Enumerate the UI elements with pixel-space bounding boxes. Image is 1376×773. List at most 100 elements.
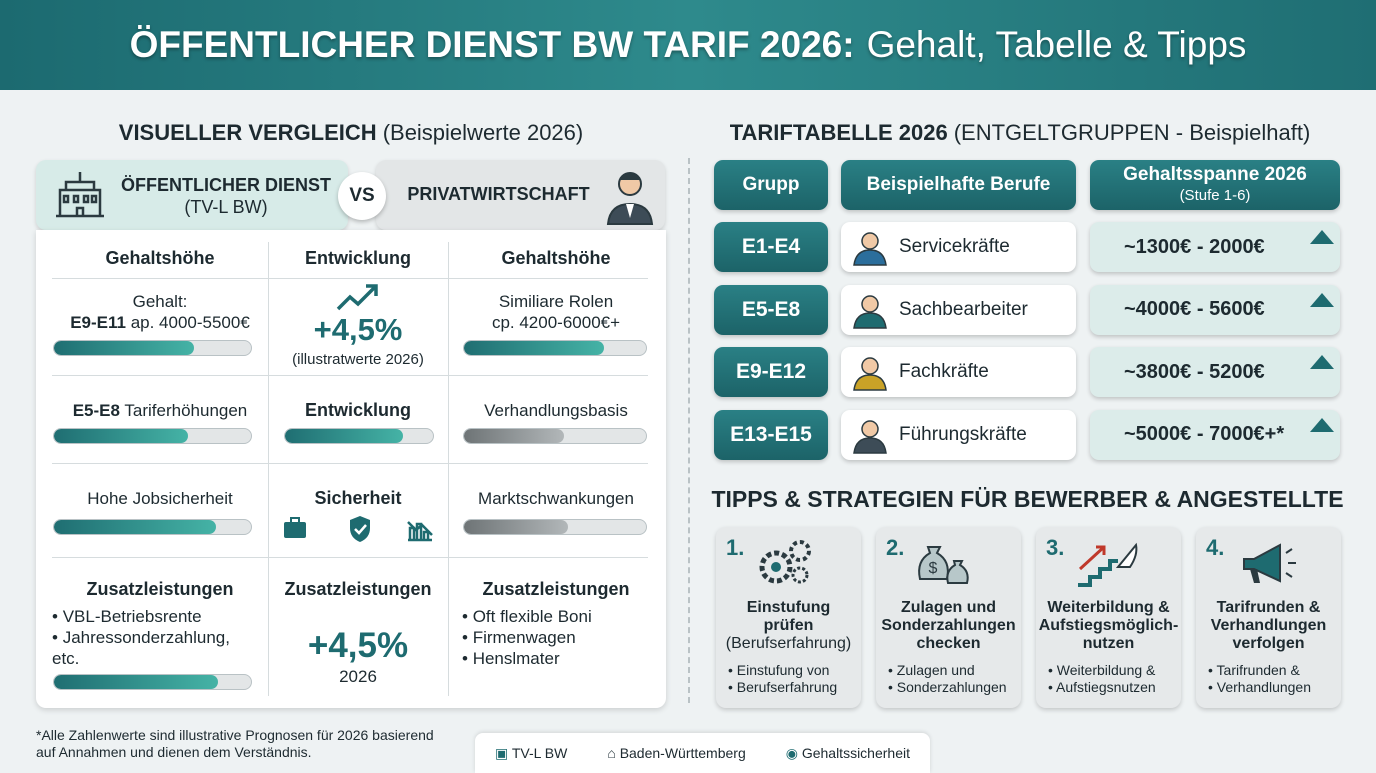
- tip-card: 1.Einstufungprüfen(Berufserfahrung)Einst…: [716, 527, 861, 708]
- cell: +4,5% (illustratwerte 2026): [268, 312, 448, 370]
- legend: ▣ TV-L BW ⌂ Baden-Württemberg ◉ Gehaltss…: [475, 733, 930, 773]
- footnote-line: *Alle Zahlenwerte sind illustrative Prog…: [36, 727, 434, 743]
- tip-title-line: Aufstiegsmöglich-: [1038, 617, 1179, 634]
- bullet: Jahressonderzahlung, etc.: [52, 627, 262, 669]
- header: ÖFFENTLICHER DIENST BW TARIF 2026: Gehalt…: [0, 0, 1376, 90]
- tip-title-line: prüfen: [763, 617, 814, 634]
- cell: Zusatzleistungen: [284, 579, 432, 599]
- tip-title: Einstufung prüfen (Berufserfahrung): [716, 599, 861, 653]
- tips-title: TIPPS & STRATEGIEN FÜR BEWERBER & ANGEST…: [711, 486, 1344, 512]
- cell: Zusatzleistungen: [86, 579, 234, 599]
- footnote-line: auf Annahmen und dienen dem Verständnis.: [36, 744, 312, 760]
- tip-title-line: Verhandlungen: [1210, 617, 1327, 634]
- subtitle: (Beispielwerte 2026): [382, 120, 584, 145]
- range-pill: ~3800€ - 5200€: [1090, 347, 1340, 397]
- tip-bullet: Sonderzahlungen: [888, 679, 1007, 696]
- tip-bullet: Weiterbildung &: [1048, 662, 1156, 679]
- divider: [688, 158, 690, 703]
- legend-text: Baden-Württemberg: [619, 745, 746, 761]
- arrow: [1310, 230, 1334, 244]
- progress-bar: [53, 674, 252, 690]
- group-pill: E5-E8: [714, 284, 828, 335]
- legend-text: Gehaltssicherheit: [801, 744, 910, 761]
- building-icon: [56, 172, 104, 218]
- group-pill: E13-E15: [714, 409, 828, 460]
- job-pill: Servicekräfte: [841, 222, 1076, 272]
- note: 2026: [339, 667, 377, 686]
- private-title: PRIVATWIRTSCHAFT: [407, 184, 590, 204]
- column-header: Gehaltshöhe: [501, 248, 611, 268]
- private-box: PRIVATWIRTSCHAFT: [376, 160, 665, 230]
- title-bold: ÖFFENTLICHER DIENST BW TARIF 2026:: [129, 24, 855, 65]
- bullet: Oft flexible Boni: [462, 606, 592, 627]
- text: Gehalt:: [132, 292, 188, 311]
- tip-bullet: Aufstiegsnutzen: [1048, 679, 1156, 696]
- header-note: (Stufe 1-6): [1179, 187, 1251, 204]
- cell: Hohe Jobsicherheit: [87, 489, 233, 508]
- subtitle: (ENTGELTGRUPPEN - Beispielhaft): [953, 120, 1311, 145]
- table-header: Beispielhafte Berufe: [841, 160, 1076, 210]
- bullet-list: VBL-BetriebsrenteJahressonderzahlung, et…: [52, 606, 262, 669]
- progress-bar: [463, 340, 647, 356]
- cell: Verhandlungsbasis: [484, 401, 628, 420]
- tip-bullet: Einstufung von: [728, 662, 837, 679]
- text: Tariferhöhungen: [124, 401, 248, 420]
- footnote: *Alle Zahlenwerte sind illustrative Prog…: [36, 727, 434, 761]
- tip-title-line: Weiterbildung &: [1047, 599, 1170, 616]
- tip-card: 3. Weiterbildung & Aufstiegsmöglich-nutzen…: [1036, 527, 1181, 708]
- tip-bullets: Weiterbildung &Aufstiegsnutzen: [1048, 662, 1156, 696]
- security-icons: [284, 516, 433, 542]
- cell: Marktschwankungen: [478, 489, 634, 508]
- text: Similiare Rolen: [498, 292, 614, 311]
- progress-bar: [463, 519, 647, 535]
- tip-icon: $: [914, 537, 982, 595]
- bullet-list: Oft flexible BoniFirmenwagenHenslmater: [462, 606, 592, 669]
- cell: Entwicklung: [304, 400, 411, 420]
- svg-text:$: $: [929, 560, 938, 577]
- title: TARIFTABELLE 2026: [729, 120, 948, 145]
- tip-number: 1.: [726, 535, 745, 560]
- cell: E5-E8 Tariferhöhungen: [52, 400, 268, 421]
- cell: +4,5% 2026: [268, 626, 448, 687]
- job-pill: Führungskräfte: [841, 409, 1076, 460]
- tip-bullet: Berufserfahrung: [728, 679, 837, 696]
- tip-bullet: Zulagen und: [888, 662, 1007, 679]
- job-pill: Fachkräfte: [841, 347, 1076, 397]
- text: ap. 4000-5500€: [130, 313, 250, 332]
- big-value: +4,5%: [313, 312, 403, 347]
- tip-bullets: Tarifrunden &Verhandlungen: [1208, 662, 1311, 696]
- tip-title-line: verfolgen: [1232, 635, 1305, 652]
- comparison-title: VISUELLER VERGLEICH (Beispielwerte 2026): [36, 120, 666, 146]
- range-pill: ~1300€ - 2000€: [1090, 222, 1340, 272]
- big-value: +4,5%: [307, 626, 409, 665]
- bullet: Henslmater: [462, 648, 592, 669]
- tip-title-line: Zulagen und: [900, 599, 997, 616]
- legend-item: ⌂ Baden-Württemberg: [607, 745, 746, 761]
- tip-card: 4.Tarifrunden &VerhandlungenverfolgenTar…: [1196, 527, 1341, 708]
- tip-icon: [754, 537, 822, 595]
- tip-number: 4.: [1206, 535, 1225, 560]
- cell: Sicherheit: [314, 488, 402, 508]
- tip-bullets: Einstufung vonBerufserfahrung: [728, 662, 837, 696]
- bold: E5-E8: [72, 401, 120, 420]
- public-box: ÖFFENTLICHER DIENST (TV-L BW): [36, 160, 348, 230]
- tip-number: 3.: [1046, 535, 1065, 560]
- title-rest: Gehalt, Tabelle & Tipps: [866, 24, 1247, 65]
- progress-bar: [284, 428, 434, 444]
- legend-text: TV-L BW: [511, 744, 568, 761]
- job-text: Führungskräfte: [899, 423, 1027, 445]
- range-pill: ~4000€ - 5600€: [1090, 284, 1340, 335]
- tip-title-line: Einstufung: [746, 599, 831, 616]
- column-header: Entwicklung: [304, 248, 411, 268]
- tariff-title: TARIFTABELLE 2026 (ENTGELTGRUPPEN - Beisp…: [705, 120, 1335, 146]
- tip-bullet: Tarifrunden &: [1208, 662, 1311, 679]
- arrow: [1310, 292, 1334, 307]
- group-pill: E1-E4: [714, 222, 828, 272]
- tip-title: Weiterbildung & Aufstiegsmöglich-nutzen: [1036, 599, 1181, 653]
- tip-icon: [1234, 537, 1302, 595]
- bullet: VBL-Betriebsrente: [52, 606, 262, 627]
- job-text: Servicekräfte: [899, 236, 1010, 257]
- tip-title-line: Sonderzahlungen: [881, 617, 1016, 634]
